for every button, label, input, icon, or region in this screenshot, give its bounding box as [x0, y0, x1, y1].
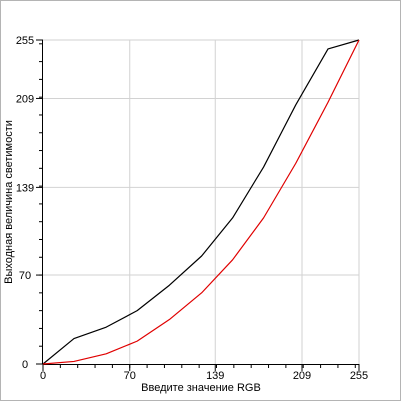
series-line-2 — [42, 39, 360, 365]
x-tick-label: 209 — [293, 370, 311, 382]
y-tick-label: 0 — [22, 359, 28, 371]
minor-ticks — [39, 43, 356, 368]
x-tick-label: 0 — [40, 370, 46, 382]
y-tick-labels: 0 70 139 209 255 — [16, 35, 34, 371]
x-tick-label: 139 — [206, 370, 224, 382]
series-line-1 — [42, 39, 360, 365]
axes — [42, 40, 359, 365]
series-layer — [42, 39, 360, 365]
y-tick-label: 209 — [16, 93, 34, 105]
y-tick-label: 70 — [19, 270, 31, 282]
x-axis-title: Введите значение RGB — [141, 382, 261, 394]
x-tick-label: 70 — [124, 370, 136, 382]
grid-lines — [43, 39, 360, 364]
major-ticks — [36, 39, 360, 371]
x-tick-label: 255 — [350, 370, 368, 382]
y-tick-label: 255 — [16, 35, 34, 47]
y-axis-title: Выходная величина светимости — [3, 120, 15, 284]
y-tick-label: 139 — [16, 182, 34, 194]
x-tick-labels: 0 70 139 209 255 — [40, 370, 368, 382]
